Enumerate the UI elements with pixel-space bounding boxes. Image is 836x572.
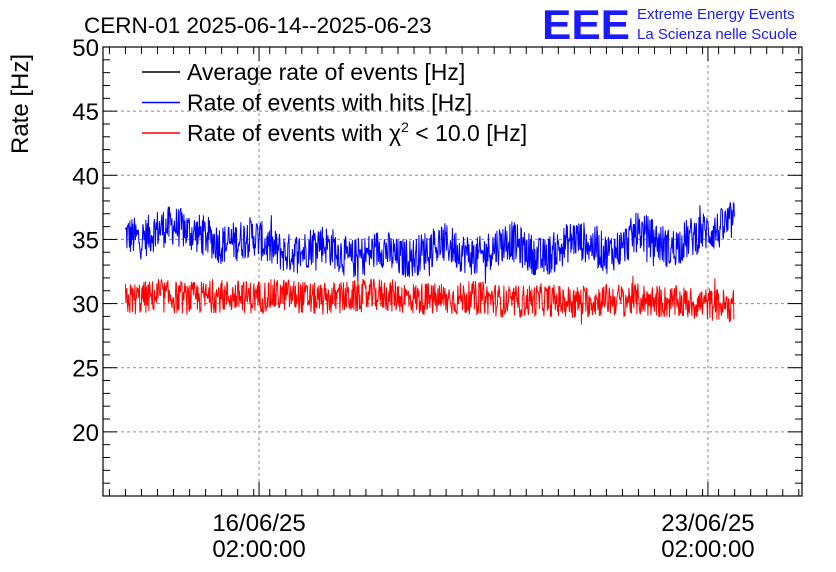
y-tick-label: 50 [72,35,99,62]
x-tick-label-date: 23/06/25 [661,510,754,537]
legend-label-0: Average rate of events [Hz] [187,59,465,85]
y-tick-label: 20 [72,420,99,447]
legend: Average rate of events [Hz] Rate of event… [142,59,527,146]
x-tick-label-time: 02:00:00 [661,536,754,563]
eee-logo: EEE Extreme Energy Events La Scienza nel… [542,1,797,48]
series-traces [124,202,735,325]
y-tick-label: 25 [72,356,99,383]
x-tick-label-date: 16/06/25 [212,510,305,537]
chart-title: CERN-01 2025-06-14--2025-06-23 [84,13,432,38]
y-tick-label: 30 [72,292,99,319]
y-tick-label: 35 [72,227,99,254]
series-line-2 [124,275,735,325]
plot-frame [102,46,803,497]
y-tick-label: 40 [72,163,99,190]
y-tick-label: 45 [72,99,99,126]
logo-mark: EEE [542,1,630,48]
legend-label-2: Rate of events with χ2 < 10.0 [Hz] [187,119,527,146]
axes: 2025303540455016/06/2502:00:0023/06/2502… [72,35,803,563]
x-tick-label-time: 02:00:00 [212,536,305,563]
legend-label-1: Rate of events with hits [Hz] [187,90,472,116]
logo-line-1: Extreme Energy Events [637,6,795,23]
series-line-1 [124,202,735,284]
y-axis-label: Rate [Hz] [7,54,34,154]
logo-line-2: La Scienza nelle Scuole [637,26,797,43]
